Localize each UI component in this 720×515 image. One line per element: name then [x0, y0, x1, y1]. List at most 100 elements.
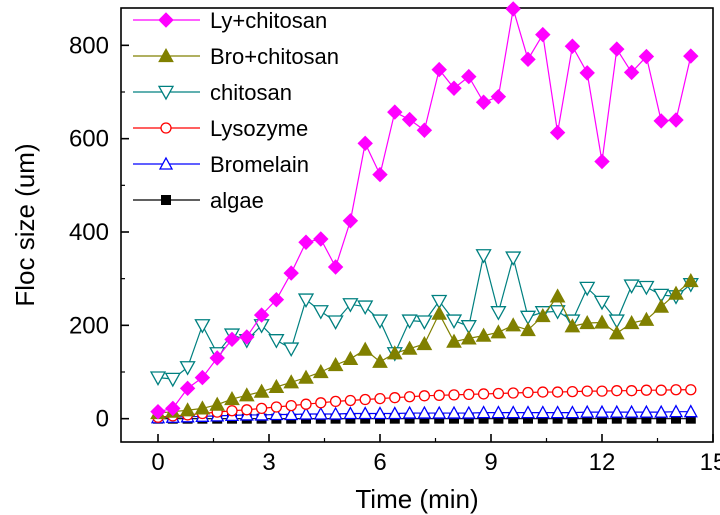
- data-point: [327, 356, 344, 372]
- data-point: [418, 390, 431, 402]
- data-point: [359, 393, 371, 406]
- data-point: [550, 405, 565, 419]
- data-point: [283, 265, 299, 281]
- data-point: [505, 317, 522, 332]
- data-point: [432, 405, 447, 419]
- plot-area: 0 3 6 9 12 15 0 200 400 600 800 Time (min) Floc size…: [10, 1, 720, 514]
- data-point: [179, 402, 196, 417]
- data-point: [417, 405, 432, 419]
- data-point: [313, 231, 329, 247]
- data-point: [298, 406, 314, 420]
- data-point: [551, 386, 564, 398]
- data-point: [389, 392, 401, 404]
- data-point: [490, 88, 507, 105]
- data-point: [564, 318, 581, 333]
- series-lysozyme: [152, 384, 697, 423]
- data-point: [475, 327, 492, 342]
- data-point: [254, 407, 269, 421]
- data-point: [357, 300, 374, 316]
- data-point: [593, 295, 611, 311]
- data-point: [241, 404, 253, 416]
- data-point: [448, 389, 460, 401]
- data-point: [639, 404, 654, 418]
- data-point: [490, 306, 507, 321]
- data-point: [357, 341, 374, 356]
- data-point: [446, 405, 462, 419]
- data-point: [475, 249, 492, 264]
- data-point: [209, 350, 225, 366]
- data-point: [683, 404, 698, 418]
- data-point: [268, 378, 285, 394]
- data-point: [594, 314, 610, 329]
- data-point: [283, 374, 300, 389]
- data-point: [564, 38, 581, 54]
- data-point: [670, 384, 682, 396]
- legend-item: algae: [133, 188, 264, 213]
- data-point: [535, 405, 550, 419]
- data-point: [194, 319, 211, 334]
- data-point: [269, 407, 284, 421]
- data-point: [668, 404, 684, 418]
- data-point: [224, 331, 240, 348]
- data-point: [609, 404, 624, 418]
- data-point: [372, 406, 388, 420]
- data-point: [253, 307, 270, 323]
- data-point: [179, 380, 196, 397]
- data-point: [313, 406, 328, 420]
- data-point: [372, 166, 388, 183]
- data-point: [298, 369, 314, 384]
- data-point: [638, 48, 655, 65]
- data-point: [268, 334, 285, 349]
- data-point: [534, 307, 551, 323]
- data-point: [253, 383, 270, 398]
- legend-item: Lysozyme: [133, 116, 308, 141]
- data-point: [461, 68, 477, 85]
- data-point: [625, 385, 638, 397]
- data-point: [682, 272, 699, 288]
- data-point: [668, 285, 684, 300]
- data-point: [491, 405, 506, 419]
- data-point: [668, 112, 684, 128]
- data-point: [431, 294, 448, 310]
- legend-label: chitosan: [210, 80, 292, 105]
- data-point: [520, 321, 536, 337]
- data-point: [149, 371, 167, 386]
- legend-item: Bro+chitosan: [133, 44, 339, 69]
- data-point: [387, 406, 402, 420]
- data-point: [519, 310, 537, 326]
- data-point: [638, 311, 655, 326]
- data-point: [387, 104, 403, 120]
- data-point: [416, 335, 433, 351]
- data-point: [342, 350, 359, 366]
- legend: Ly+chitosan Bro+chitosan chitosan Lysozyme B…: [133, 8, 339, 213]
- data-point: [623, 64, 640, 81]
- data-point: [446, 333, 462, 348]
- data-point: [284, 407, 299, 421]
- data-point: [431, 305, 448, 320]
- data-point: [285, 399, 297, 412]
- data-point: [522, 386, 534, 399]
- data-point: [461, 405, 476, 419]
- legend-item: Ly+chitosan: [133, 8, 327, 33]
- series-chitosan: [149, 249, 699, 388]
- data-point: [416, 315, 433, 330]
- data-point: [357, 135, 373, 152]
- data-point: [374, 392, 386, 405]
- data-point: [460, 320, 477, 335]
- data-point: [624, 404, 639, 418]
- data-point: [224, 391, 240, 406]
- data-point: [343, 406, 358, 420]
- data-point: [594, 404, 610, 418]
- data-point: [431, 61, 447, 78]
- data-point: [401, 111, 418, 128]
- x-axis-title: Time (min): [355, 484, 478, 514]
- data-point: [446, 80, 462, 96]
- legend-label: algae: [210, 188, 264, 213]
- legend-marker: [158, 12, 174, 28]
- data-point: [640, 384, 653, 396]
- data-point: [579, 281, 596, 297]
- data-point: [520, 405, 536, 419]
- series-bro-chitosan: [150, 272, 699, 420]
- data-point: [342, 213, 359, 229]
